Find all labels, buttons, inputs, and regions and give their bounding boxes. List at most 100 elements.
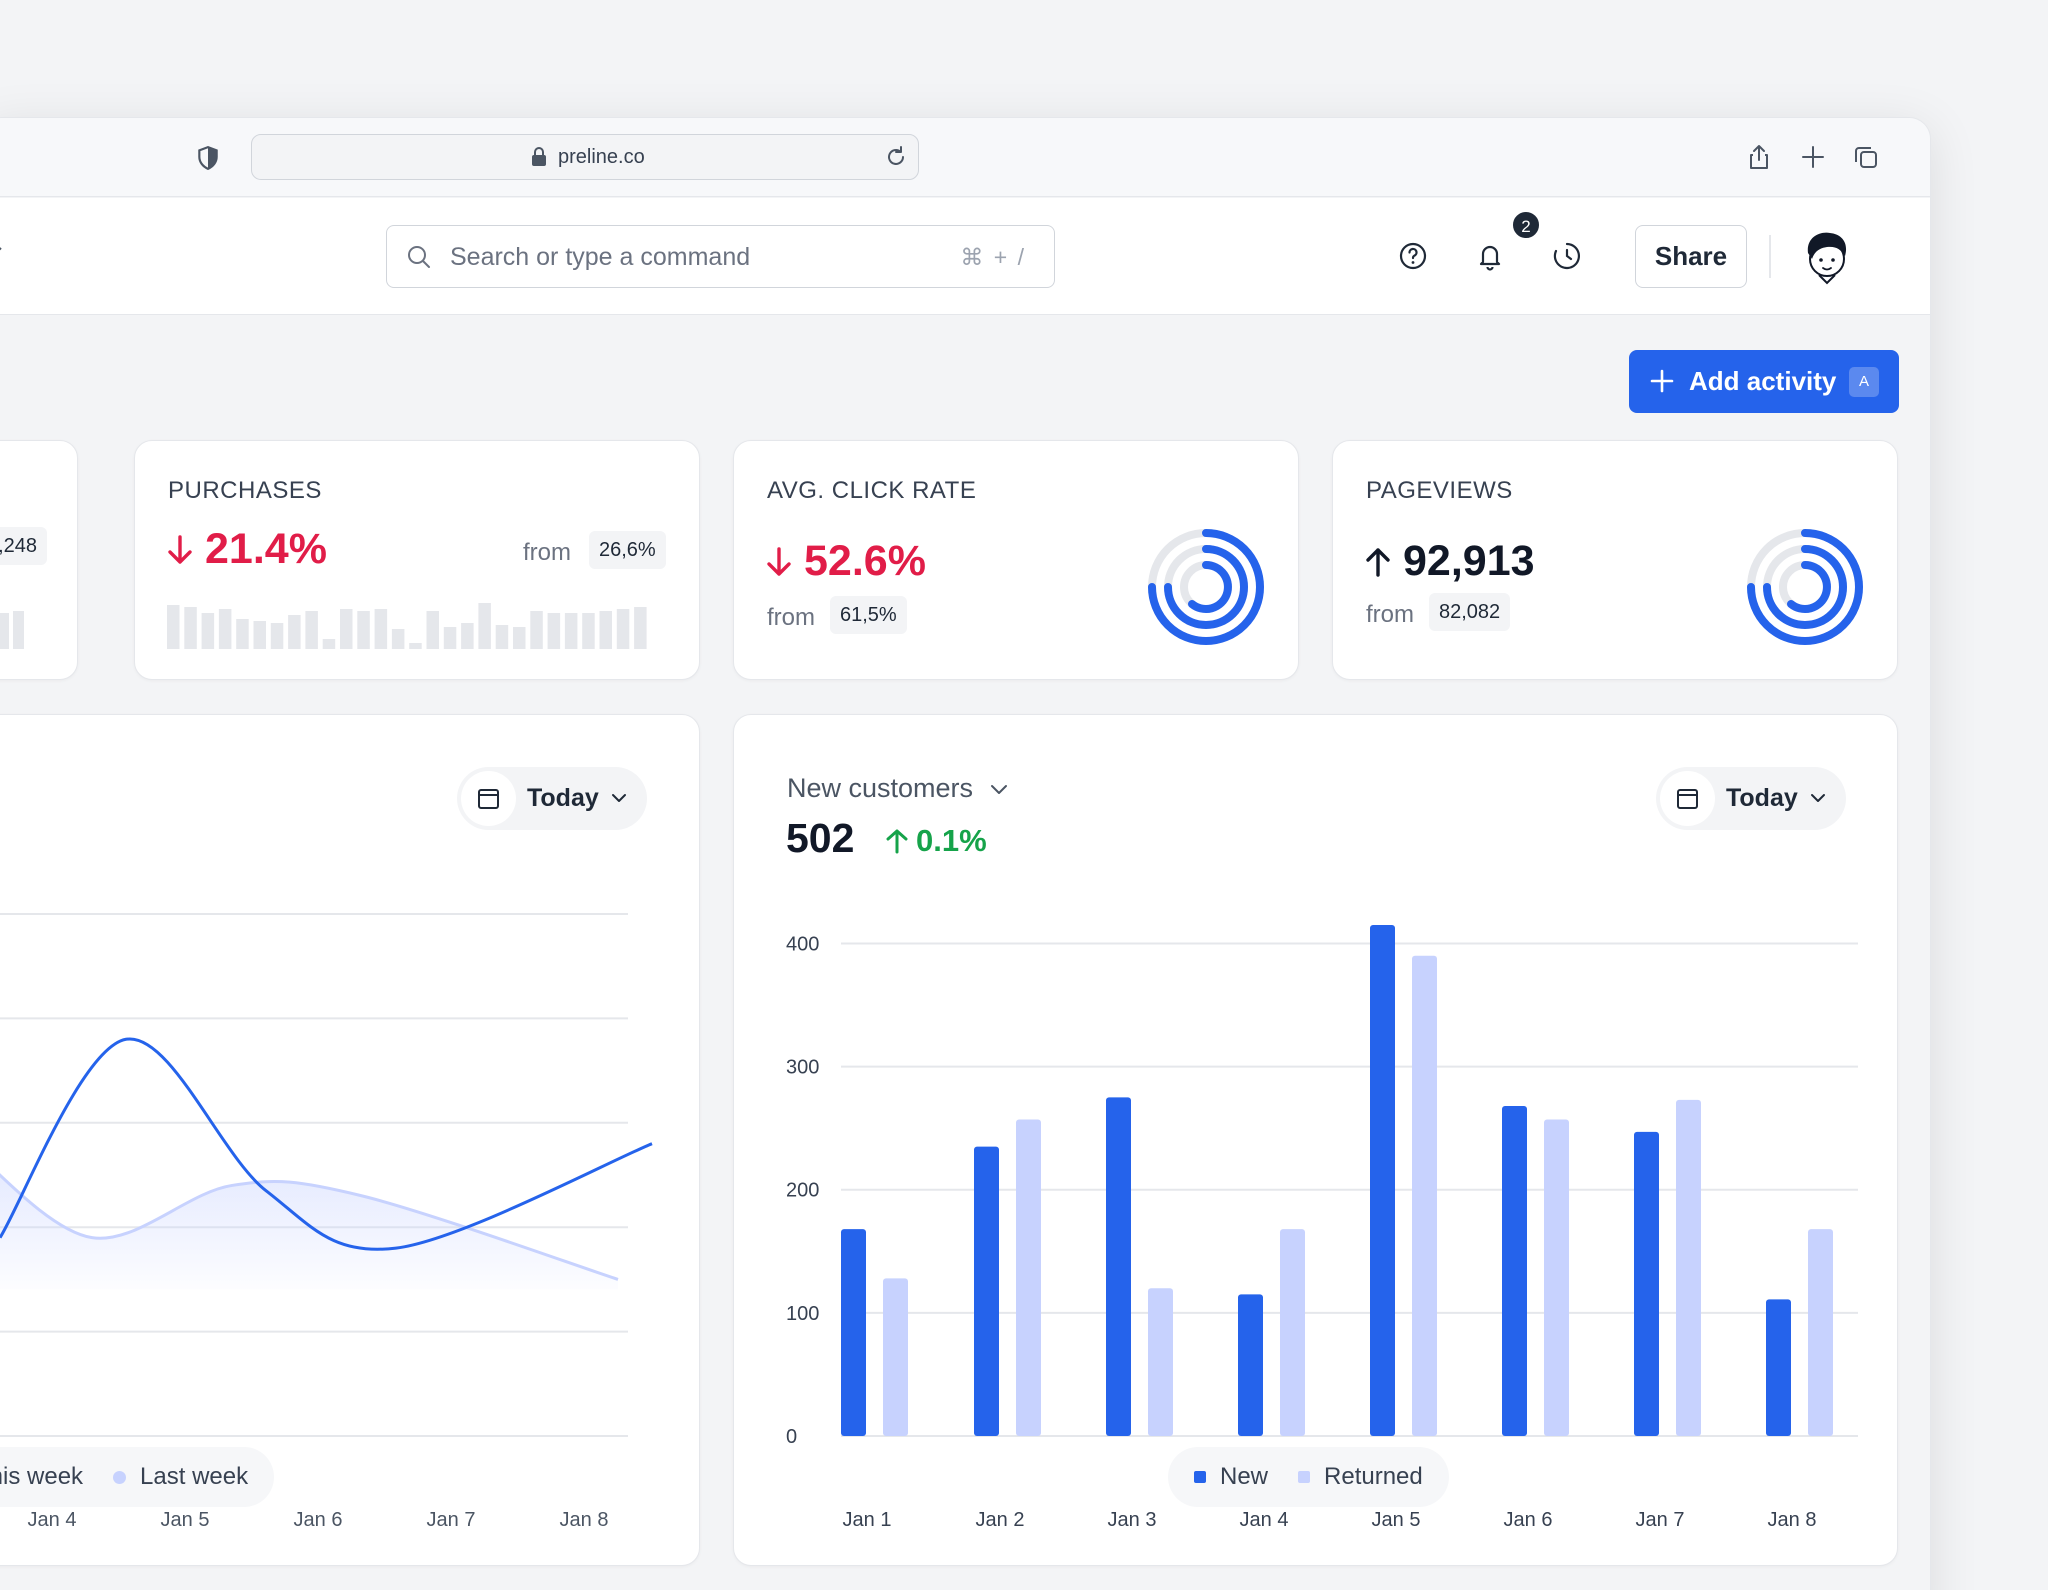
calendar-icon (1677, 789, 1698, 809)
sparkline-bar (218, 609, 232, 649)
arrow-up-icon (886, 829, 908, 854)
legend-item-returned: Returned (1298, 1463, 1423, 1491)
bar-new (974, 1146, 999, 1436)
chevron-down-icon (991, 784, 1008, 794)
browser-toolbar: preline.co (0, 118, 1930, 197)
date-range-dropdown[interactable]: Today (1656, 767, 1846, 830)
bar-returned (1016, 1119, 1041, 1436)
tabs-overview-icon[interactable] (1852, 143, 1880, 171)
add-activity-button[interactable]: Add activity A (1629, 350, 1899, 413)
sparkline-bar (599, 611, 612, 649)
sparkline-bar (270, 623, 284, 649)
new-tab-icon[interactable] (1799, 143, 1827, 171)
search-shortcut: ⌘ + / (960, 244, 1026, 270)
x-tick-label: Jan 4 (1240, 1509, 1289, 1531)
date-range-label: Today (1726, 784, 1798, 812)
bell-icon[interactable] (1474, 240, 1506, 272)
bar-returned (1148, 1288, 1173, 1436)
bar-returned (883, 1278, 908, 1436)
from-value-pill: 61,5% (830, 596, 907, 634)
legend-label: Last week (140, 1463, 249, 1490)
search-placeholder: Search or type a command (450, 243, 751, 271)
help-icon[interactable] (1397, 240, 1429, 272)
stat-value-text: 52.6% (804, 537, 926, 585)
bar-new (1238, 1294, 1263, 1436)
avatar[interactable] (1797, 226, 1857, 286)
sparkline-bar (391, 629, 405, 649)
history-icon[interactable] (1551, 240, 1583, 272)
arrow-down-icon (168, 534, 192, 564)
x-tick-label: Jan 7 (1636, 1509, 1685, 1531)
legend-swatch (113, 1470, 127, 1484)
y-tick-label: 300 (786, 1057, 819, 1079)
x-tick-label: Jan 3 (1108, 1509, 1157, 1531)
x-tick-label: Jan 8 (560, 1509, 609, 1531)
stat-label: PAGEVIEWS (1366, 477, 1513, 504)
chevron-down-icon[interactable] (0, 244, 9, 260)
from-value-pill: 26,6% (589, 531, 666, 569)
y-tick-label: 200 (786, 1180, 819, 1202)
x-tick-label: Jan 8 (1768, 1509, 1817, 1531)
chevron-down-icon (1811, 794, 1825, 802)
stat-value: 92,913 (1363, 537, 1535, 586)
header-divider (1769, 235, 1771, 278)
calendar-icon-wrap (461, 771, 516, 826)
stat-card-click-rate: AVG. CLICK RATE 52.6% from 61,5% (733, 440, 1299, 680)
url-text: preline.co (558, 146, 645, 168)
bar-new (1370, 925, 1395, 1436)
new-customers-delta: 0.1% (884, 823, 987, 859)
stat-label: AVG. CLICK RATE (767, 477, 977, 504)
x-tick-label: Jan 6 (294, 1509, 343, 1531)
x-tick-label: Jan 4 (28, 1509, 77, 1531)
sparkline-bar (443, 627, 457, 649)
bar-new (1766, 1299, 1791, 1436)
x-tick-label: Jan 5 (161, 1509, 210, 1531)
chart-title-dropdown[interactable]: New customers (787, 773, 1011, 804)
sparkline-bar (409, 643, 422, 649)
stat-value-text: 21.4% (205, 525, 327, 573)
sparkline-bar (357, 611, 370, 649)
new-customers-value: 502 (786, 815, 855, 861)
from-label: from (1366, 601, 1414, 628)
sparkline-bar (167, 605, 180, 649)
bar-returned (1280, 1229, 1305, 1436)
sparkline-bar (253, 621, 266, 649)
from-label: from (767, 604, 815, 631)
series-line-this-week (0, 1037, 653, 1251)
chart-legend: New Returned (1168, 1447, 1449, 1507)
bar-new (841, 1229, 866, 1436)
sparkline-bar (547, 613, 561, 649)
sparkline-bar (340, 609, 353, 649)
x-tick-label: Jan 5 (1372, 1509, 1421, 1531)
series-line-last-week (0, 1173, 619, 1281)
series-area-last-week (0, 1175, 618, 1290)
legend-label: Returned (1324, 1463, 1423, 1490)
sparkline-bar (513, 627, 526, 649)
date-range-dropdown[interactable]: Today (457, 767, 647, 830)
x-tick-label: Jan 2 (976, 1509, 1025, 1531)
bar-new (1634, 1131, 1659, 1436)
stat-card-partial: 7,248 (0, 440, 78, 680)
sparkline-bar (495, 625, 509, 649)
bar-returned (1676, 1099, 1701, 1436)
address-bar[interactable]: preline.co (251, 134, 919, 180)
bar-chart: 0 100 200 300 400 Jan 1 Jan 2 Jan 3 Jan 4 Jan 5 Ja… (786, 925, 1858, 1531)
plus-icon (1650, 369, 1674, 393)
line-chart: Jan 4 Jan 5 Jan 6 Jan 7 Jan 8 (0, 913, 653, 1531)
calendar-icon (478, 789, 499, 809)
share-button[interactable]: Share (1635, 225, 1747, 288)
legend-label: This week (0, 1463, 84, 1490)
line-chart-card: Today Jan 4 Jan 5 Jan 6 Jan 7 Jan 8 This wee… (0, 714, 700, 1566)
bar-new (1502, 1106, 1527, 1436)
legend-label: New (1220, 1463, 1269, 1490)
reload-icon[interactable] (884, 145, 908, 169)
date-range-label: Today (527, 784, 599, 812)
legend-swatch (1298, 1471, 1311, 1483)
search-input[interactable]: Search or type a command ⌘ + / (386, 225, 1055, 288)
calendar-icon-wrap (1660, 771, 1715, 826)
share-sheet-icon[interactable] (1745, 143, 1773, 171)
sparkline-bar (564, 613, 578, 649)
shield-icon[interactable] (195, 145, 221, 171)
sparkline-bar (478, 603, 491, 649)
bar-returned (1412, 955, 1437, 1436)
